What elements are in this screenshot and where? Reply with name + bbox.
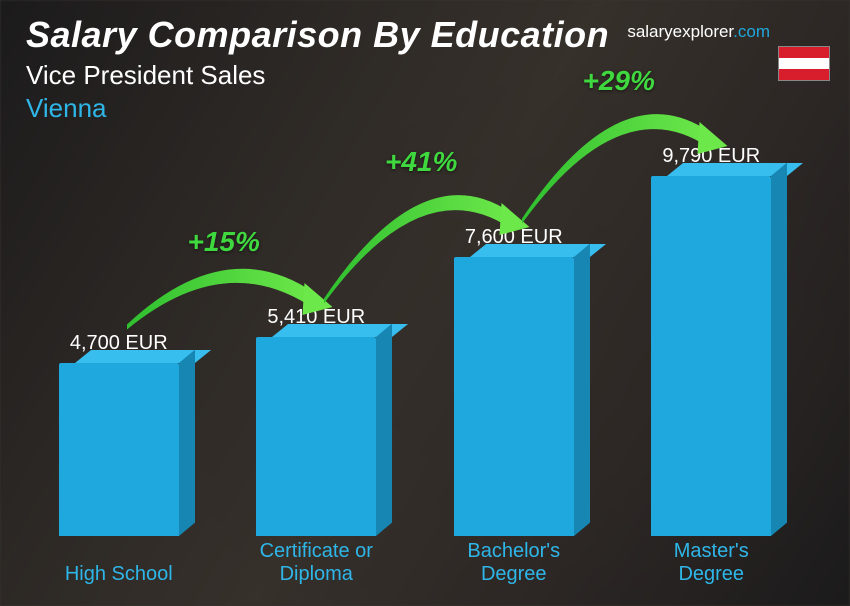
bar-front-face bbox=[454, 257, 574, 536]
category-label: High School bbox=[29, 563, 209, 586]
bars-container: 4,700 EURHigh School5,410 EURCertificate… bbox=[30, 130, 800, 536]
bar bbox=[651, 176, 771, 536]
bar-side-face bbox=[376, 324, 392, 536]
brand-label: salaryexplorer.com bbox=[627, 22, 770, 42]
flag-stripe bbox=[779, 69, 829, 80]
bar-front-face bbox=[59, 363, 179, 536]
bar-slot: 9,790 EURMaster'sDegree bbox=[623, 130, 801, 536]
increase-pct-label: +15% bbox=[188, 226, 260, 258]
bar-chart: 4,700 EURHigh School5,410 EURCertificate… bbox=[30, 130, 800, 584]
flag-stripe bbox=[779, 47, 829, 58]
bar-slot: 5,410 EURCertificate orDiploma bbox=[228, 130, 406, 536]
bar-slot: 4,700 EURHigh School bbox=[30, 130, 208, 536]
bar bbox=[256, 337, 376, 536]
category-label: Certificate orDiploma bbox=[226, 540, 406, 586]
bar-side-face bbox=[771, 163, 787, 536]
category-label: Bachelor'sDegree bbox=[424, 540, 604, 586]
country-flag-icon bbox=[778, 46, 830, 81]
category-label: Master'sDegree bbox=[621, 540, 801, 586]
flag-stripe bbox=[779, 58, 829, 69]
chart-subtitle: Vice President Sales bbox=[26, 60, 830, 91]
increase-pct-label: +41% bbox=[385, 146, 457, 178]
bar-side-face bbox=[574, 244, 590, 536]
bar-side-face bbox=[179, 350, 195, 536]
chart-location: Vienna bbox=[26, 93, 830, 124]
bar bbox=[454, 257, 574, 536]
bar-front-face bbox=[651, 176, 771, 536]
infographic-container: Salary Comparison By Education Vice Pres… bbox=[0, 0, 850, 606]
bar-front-face bbox=[256, 337, 376, 536]
increase-pct-label: +29% bbox=[583, 65, 655, 97]
brand-suffix: .com bbox=[733, 22, 770, 41]
bar-slot: 7,600 EURBachelor'sDegree bbox=[425, 130, 603, 536]
bar bbox=[59, 363, 179, 536]
brand-name: salaryexplorer bbox=[627, 22, 733, 41]
